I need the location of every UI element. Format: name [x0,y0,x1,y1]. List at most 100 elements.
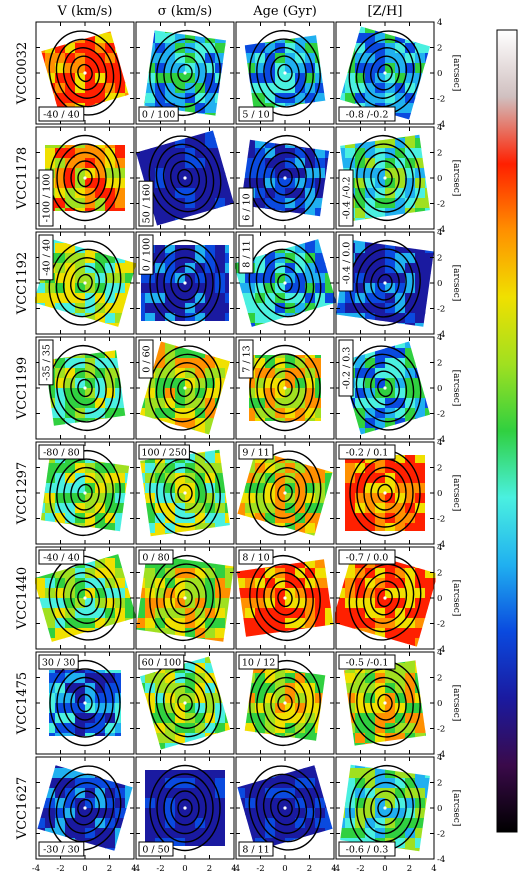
map-cell [395,598,406,609]
map-cell [105,358,116,369]
map-cell [255,408,266,419]
isophote-contour [249,29,321,117]
map-cell [175,273,186,284]
map-cell [165,341,176,349]
map-cell [155,533,166,537]
isophote-contour [377,378,393,398]
map-cell [65,73,76,84]
isophote-contour [170,370,200,406]
map-cell [345,313,356,324]
map-cell [55,828,66,839]
map-cell [195,388,206,399]
map-cell [315,503,326,514]
map-cell [265,168,276,179]
map-cell [255,798,266,809]
map-cell [45,618,56,629]
map-cell [175,418,186,429]
map-cell [41,31,46,34]
map-cell [385,33,396,44]
map-cell [115,338,126,349]
map-cell [85,628,96,639]
map-cell [35,638,46,642]
map-cell [255,828,266,839]
isophote-contour [170,265,200,301]
center-dot [183,71,187,75]
map-cell [105,338,116,349]
isophote-contour [63,676,107,730]
map-cell [275,503,286,514]
map-cell [405,178,416,189]
map-cell [205,303,216,314]
map-cell [75,778,86,789]
map-cell [265,53,276,64]
map-cell [45,768,56,779]
map-cell [237,483,246,494]
map-cell [75,713,86,724]
map-cell [305,673,316,684]
map-panel: -40 / 40 [35,231,136,335]
map-cell [105,283,116,294]
map-cell [375,733,386,744]
map-cell [205,341,216,349]
map-cell [355,148,366,159]
map-panel: 8 / 11 [235,231,336,335]
map-cell [155,283,166,294]
map-cell [45,463,56,474]
map-cell [237,463,246,474]
map-cell [35,128,46,139]
map-cell [195,463,206,474]
range-label: 50 / 160 [141,184,152,223]
map-cell [85,43,96,54]
map-cell [405,523,416,531]
isophote-contour [355,353,415,423]
map-cell [295,808,306,819]
map-cell [405,455,416,464]
map-cell [305,683,316,694]
map-cell [45,128,56,139]
map-cell [315,263,326,274]
map-cell [205,673,216,684]
map-cell [405,53,416,64]
map-cell [205,188,216,199]
map-cell [345,523,356,531]
map-cell [139,703,146,714]
map-cell [205,808,216,819]
map-cell [215,453,226,464]
map-cell [395,113,406,120]
map-cell [144,30,146,34]
map-cell [205,598,216,609]
map-cell [95,653,106,664]
map-cell [175,770,186,779]
map-cell [275,828,286,839]
map-cell [185,733,196,744]
map-cell [145,778,156,789]
map-cell [244,73,246,84]
map-cell [115,428,126,439]
map-cell [195,828,206,839]
map-cell [155,158,166,169]
isophote-contour [56,353,114,423]
map-cell [205,348,216,359]
map-cell [45,428,56,439]
isophote-contour [270,685,300,721]
isophote-contour [370,55,400,91]
map-cell [185,770,196,779]
map-cell [205,233,216,244]
map-cell [105,808,116,819]
map-cell [215,158,226,169]
map-cell [165,53,176,64]
row-label: VCC1199 [15,357,30,420]
map-cell [195,103,206,114]
map-cell [425,778,430,789]
map-cell [255,693,266,704]
map-cell [415,134,426,139]
map-cell [365,683,376,694]
range-label-box [338,169,354,227]
map-cell [215,418,226,429]
isophote-contour [162,152,208,204]
map-cell [205,53,216,64]
range-label: -40 / 40 [41,239,52,276]
map-cell [295,618,306,629]
map-cell [225,303,229,314]
map-cell [344,693,346,704]
